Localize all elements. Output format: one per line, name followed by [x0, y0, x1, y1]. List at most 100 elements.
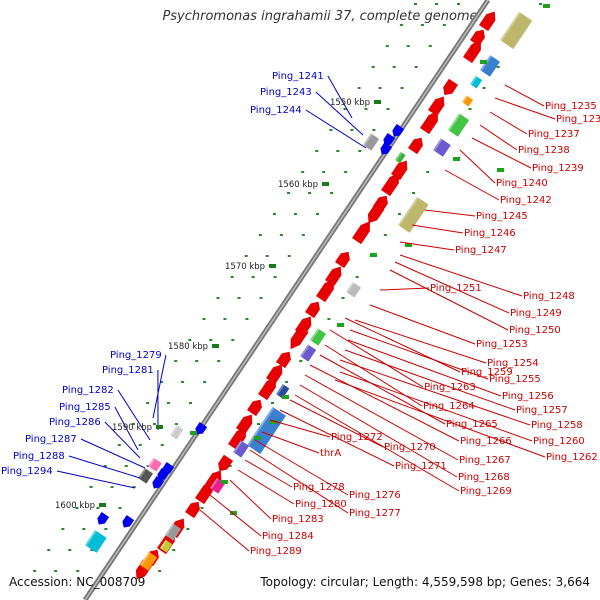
gene-box-highlight — [210, 478, 219, 490]
tick-dot — [89, 486, 93, 488]
gene-label-forward: Ping_1255 — [489, 374, 541, 385]
gene-label-forward: Ping_1247 — [455, 245, 507, 256]
leader-line — [299, 384, 458, 478]
gene-label-forward: Ping_1266 — [460, 436, 512, 447]
tick-dot — [406, 45, 410, 47]
tick-dot — [230, 276, 234, 278]
tick-dot — [54, 570, 58, 572]
tick-dot — [158, 570, 162, 572]
topology-text: Topology: circular; Length: 4,559,598 bp… — [260, 575, 590, 589]
tick-dot — [392, 66, 396, 68]
gene-box-grey — [165, 523, 182, 541]
tick-dot — [271, 402, 275, 404]
tick-dot — [322, 171, 326, 173]
leader-line — [354, 319, 487, 364]
gene-label-forward: Ping_1258 — [531, 420, 583, 431]
gene-label-forward: Ping_1254 — [487, 358, 539, 369]
gene-arrow-shape — [122, 515, 135, 528]
gene-label-reverse: Ping_1279 — [110, 350, 162, 361]
gene-arrow-shape — [185, 501, 200, 519]
gene-arrow-shape — [428, 96, 445, 117]
gene-arrow-shape — [290, 326, 309, 350]
gene-box-khaki — [398, 196, 429, 233]
gene-arrow-shape — [228, 427, 246, 451]
leader-line — [229, 479, 272, 520]
gene-arrow-shape — [392, 124, 405, 137]
tick-dot — [383, 234, 387, 236]
tick-dot — [265, 255, 269, 257]
leader-line — [344, 317, 461, 373]
gene-box-highlight — [140, 551, 151, 567]
gene-box-highlight — [363, 133, 373, 147]
gene-arrow-shape — [266, 364, 283, 385]
gene-label-forward: Ping_1284 — [262, 531, 314, 542]
gene-box-purple — [300, 344, 317, 362]
tick-dot — [202, 318, 206, 320]
gene-arrow — [392, 124, 405, 137]
label-leaders — [56, 75, 556, 552]
leader-line — [309, 364, 460, 442]
tick-dot — [414, 66, 418, 68]
gene-label-forward: thrA — [320, 448, 341, 459]
gene-arrow — [258, 377, 276, 401]
gene-label-forward: Ping_1267 — [459, 455, 511, 466]
gene-box-grey — [170, 425, 184, 440]
gene-box-highlight — [310, 328, 320, 342]
gene-label-reverse: Ping_1294 — [1, 466, 53, 477]
tick-dot — [203, 381, 207, 383]
tick-dot — [160, 444, 164, 446]
gene-arrow-shape — [195, 422, 208, 435]
gene-label-forward: Ping_1242 — [500, 195, 552, 206]
gene-box-shape — [300, 344, 317, 362]
gene-dash — [254, 436, 261, 440]
gene-box-shape — [363, 133, 380, 151]
leader-line — [80, 438, 146, 469]
tick-dot — [75, 507, 79, 509]
gene-arrow-shape — [236, 414, 253, 435]
gene-arrow — [162, 462, 175, 475]
gene-box-shape — [346, 282, 362, 298]
gene-box-highlight — [346, 282, 355, 294]
gene-arrow-shape — [381, 173, 399, 197]
leader-line — [329, 329, 424, 388]
gene-arrow-shape — [258, 377, 276, 401]
gene-box-pink — [148, 457, 162, 472]
tick-dot — [273, 276, 277, 278]
tick-dot — [181, 381, 185, 383]
gene-box-highlight — [398, 196, 419, 227]
gene-label-forward: Ping_1245 — [476, 211, 528, 222]
gene-box-shape — [462, 95, 474, 107]
scale-tick-label: 1580 kbp — [168, 342, 208, 352]
gene-box-cyan — [85, 530, 107, 553]
gene-arrow — [443, 78, 459, 96]
leader-line — [261, 431, 320, 454]
tick-dot — [146, 402, 150, 404]
gene-arrow-shape — [152, 476, 165, 489]
leader-line — [324, 344, 423, 407]
tick-dot — [82, 528, 86, 530]
gene-label-forward: Ping_1278 — [293, 482, 345, 493]
tick-dot — [355, 276, 359, 278]
gene-arrow — [276, 351, 291, 369]
gene-arrow-shape — [352, 221, 370, 245]
tick-dot — [364, 108, 368, 110]
gene-arrow-shape — [367, 203, 385, 224]
gene-label-forward: Ping_1250 — [509, 325, 561, 336]
gene-box-shape — [500, 11, 533, 49]
tick-dot — [400, 87, 404, 89]
tick-dot — [90, 549, 94, 551]
tick-dot — [68, 549, 72, 551]
leader-line — [399, 254, 523, 297]
gene-box-shape — [448, 113, 470, 137]
gene-label-forward: Ping_1259 — [461, 367, 513, 378]
gene-arrow-shape — [162, 462, 175, 475]
gene-box-shape — [160, 539, 173, 553]
gene-arrow-shape — [335, 251, 350, 269]
leader-line — [424, 209, 476, 217]
tick-dot — [358, 150, 362, 152]
tick-dot — [287, 255, 291, 257]
genome-backbone — [82, 0, 491, 600]
tick-dot — [118, 507, 122, 509]
leader-line — [489, 111, 528, 135]
